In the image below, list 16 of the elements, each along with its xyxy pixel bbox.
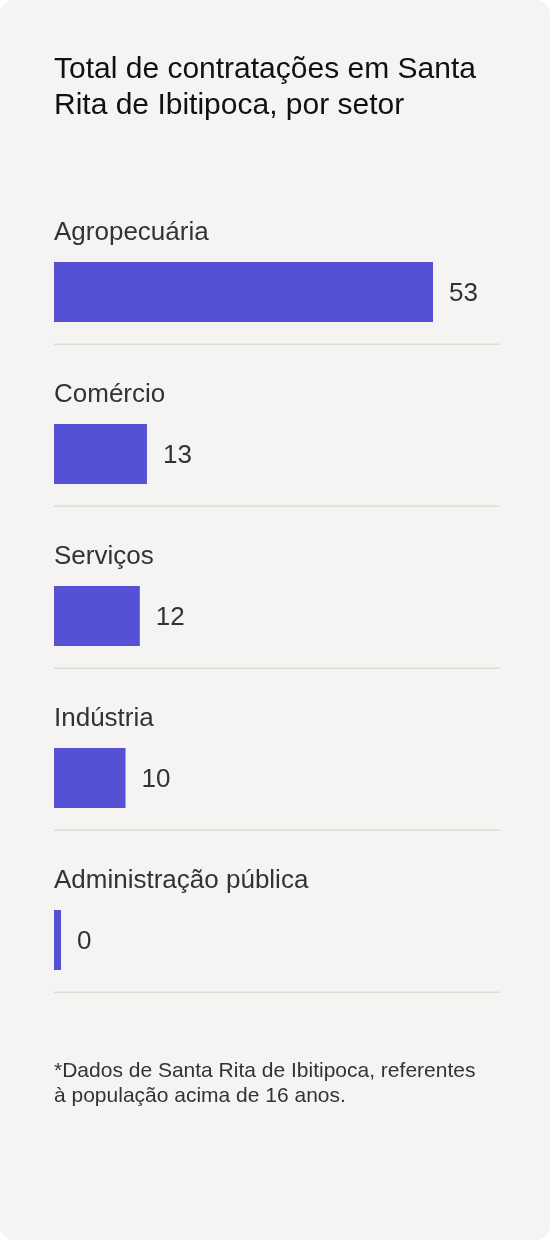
data-label: 53: [449, 277, 478, 308]
data-label: 12: [155, 601, 185, 632]
y-tick-label: Agropecuária: [54, 216, 210, 246]
chart-title: Total de contratações em Santa Rita de Ibitipoca, por setor: [54, 51, 477, 120]
y-tick-label: Indústria: [54, 702, 155, 732]
data-label: 13: [162, 439, 192, 470]
y-tick-label: Administração pública: [54, 864, 309, 894]
data-label: 0: [77, 925, 92, 956]
text: *Dados de Santa Rita de Ibitipoca, referentes à população acima de 16 anos.: [54, 1058, 476, 1106]
data-label: 10: [141, 763, 171, 794]
y-tick-label: Comércio: [54, 378, 166, 408]
bar: [54, 262, 433, 322]
bar: [54, 424, 147, 484]
bar: [54, 748, 126, 808]
bar: [54, 586, 140, 646]
y-tick-label: Serviços: [54, 540, 154, 570]
